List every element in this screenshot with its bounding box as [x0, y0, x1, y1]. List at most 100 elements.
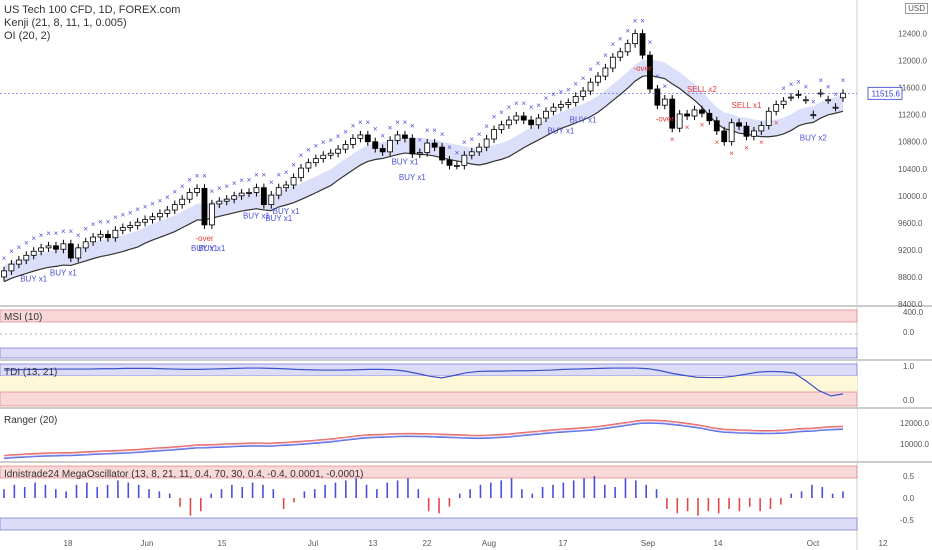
buy-signal-marker: × [128, 209, 133, 218]
x-tick-label: 22 [423, 539, 432, 548]
buy-signal-marker: × [247, 175, 252, 184]
price-tick-label: 9200.0 [898, 246, 923, 255]
candle-body [617, 51, 624, 58]
candle-body [654, 88, 661, 106]
buy-signal-marker: × [2, 254, 7, 263]
buy-signal-marker: × [521, 99, 526, 108]
buy-signal-marker: × [351, 121, 356, 130]
x-tick-label: 18 [64, 539, 73, 548]
candle-body [513, 115, 520, 121]
candle-body [461, 154, 468, 166]
buy-signal-marker: × [365, 118, 370, 127]
candle-body [780, 100, 787, 105]
buy-signal-marker: × [165, 193, 170, 202]
buy-signal-marker: × [462, 138, 467, 147]
candle-body [743, 125, 750, 137]
candle-body [424, 142, 431, 153]
candle-body [669, 98, 676, 129]
buy-label: BUY x1 [265, 214, 293, 223]
indicator-oi-label: OI (20, 2) [4, 30, 51, 42]
buy-signal-marker: × [581, 74, 586, 83]
candle-body [713, 120, 720, 132]
x-tick-label: Sep [641, 539, 656, 548]
candle-body [364, 134, 371, 143]
candle-body [157, 212, 163, 218]
candle-body [557, 104, 564, 108]
candle-body [409, 137, 416, 155]
candle-body [639, 33, 646, 56]
chart-legend: US Tech 100 CFD, 1D, FOREX.com Kenji (21… [4, 4, 180, 43]
buy-signal-marker: × [254, 171, 259, 180]
candle-body [164, 209, 171, 214]
buy-signal-marker: × [328, 136, 333, 145]
buy-signal-marker: × [804, 83, 809, 92]
price-tick-label: 11600.0 [898, 84, 927, 93]
candle-body [647, 54, 653, 90]
candle-body [60, 243, 67, 250]
buy-signal-marker: × [469, 135, 474, 144]
candle-body [379, 148, 386, 153]
mega-lower-zone [0, 517, 858, 531]
buy-signal-marker: × [388, 123, 393, 132]
candle-body [142, 219, 148, 223]
candle-body [765, 110, 772, 126]
candle-body [127, 225, 134, 228]
buy-signal-marker: × [269, 178, 274, 187]
buy-signal-marker: × [425, 126, 430, 135]
candle-body [53, 245, 59, 250]
buy-signal-marker: × [46, 229, 51, 238]
candle-body [327, 152, 334, 156]
buy-label: BUY x1 [198, 244, 226, 253]
buy-signal-marker: × [180, 182, 185, 191]
candle-body [290, 177, 297, 186]
buy-signal-marker: × [39, 231, 44, 240]
tdi-tick-label: 1.0 [903, 362, 915, 371]
price-tick-label: 10800.0 [898, 138, 927, 147]
candle-body [253, 187, 260, 193]
candle-body [416, 152, 423, 155]
candle-body [528, 119, 535, 126]
buy-signal-marker: × [232, 179, 237, 188]
ranger-tick-label: 12000.0 [900, 419, 929, 428]
buy-signal-marker: × [417, 135, 422, 144]
candle-body [728, 122, 735, 143]
candle-body [402, 134, 408, 139]
buy-signal-marker: × [54, 229, 59, 238]
candle-body [661, 98, 668, 106]
candle-body [8, 263, 15, 272]
price-tick-label: 11200.0 [898, 111, 927, 120]
buy-signal-marker: × [380, 131, 385, 140]
buy-signal-marker: × [291, 160, 296, 169]
pane-label-tdi: TDI (13, 21) [4, 367, 58, 378]
sell-signal-marker: × [774, 118, 779, 127]
candle-body [483, 138, 490, 148]
buy-signal-marker: × [826, 83, 831, 92]
over-label: -over [633, 64, 652, 73]
candle-body [23, 254, 30, 261]
buy-signal-marker: × [172, 188, 177, 197]
x-tick-label: Jun [141, 539, 154, 548]
candle-body [840, 92, 846, 99]
candle-body [491, 129, 497, 140]
candle-body [246, 192, 252, 194]
buy-signal-marker: × [343, 127, 348, 136]
buy-signal-marker: × [395, 118, 400, 127]
candle-body [231, 195, 238, 200]
candle-body [82, 241, 89, 249]
price-tick-label: 9600.0 [898, 219, 923, 228]
buy-signal-marker: × [106, 217, 111, 226]
candle-body [758, 125, 765, 132]
candle-body [520, 115, 527, 121]
candle-body [476, 146, 483, 153]
candle-body [810, 114, 817, 117]
buy-signal-marker: × [781, 84, 786, 93]
candle-body [283, 184, 290, 189]
buy-signal-marker: × [432, 126, 437, 135]
buy-signal-marker: × [841, 76, 846, 85]
candle-body [305, 162, 312, 169]
buy-signal-marker: × [187, 175, 192, 184]
candle-body [624, 43, 631, 53]
candle-body [171, 204, 178, 211]
tdi-upper-zone [0, 363, 858, 377]
